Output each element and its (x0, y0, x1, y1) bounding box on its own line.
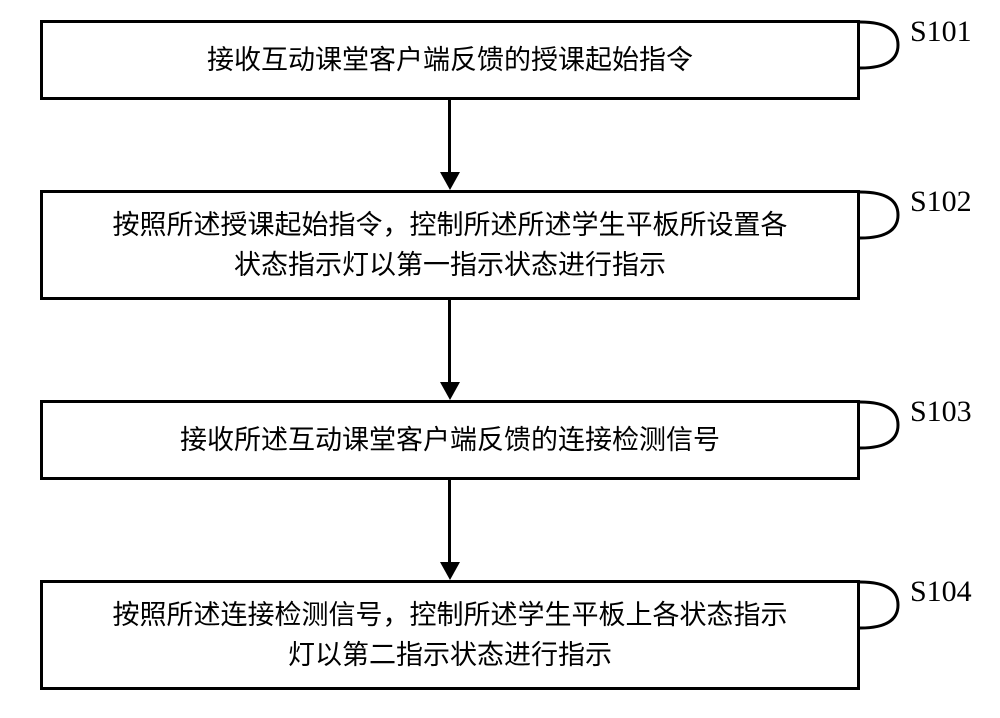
step-text: 按照所述连接检测信号，控制所述学生平板上各状态指示 灯以第二指示状态进行指示 (113, 595, 788, 676)
arrow-line (448, 300, 451, 382)
step-label-s101: S101 (910, 15, 972, 49)
step-box-s101: 接收互动课堂客户端反馈的授课起始指令 (40, 20, 860, 100)
label-connector-s101 (858, 20, 918, 80)
step-box-s104: 按照所述连接检测信号，控制所述学生平板上各状态指示 灯以第二指示状态进行指示 (40, 580, 860, 690)
arrow-line (448, 100, 451, 172)
step-label-s103: S103 (910, 395, 972, 429)
step-text: 接收互动课堂客户端反馈的授课起始指令 (207, 40, 693, 81)
step-text: 接收所述互动课堂客户端反馈的连接检测信号 (180, 420, 720, 461)
label-connector-s103 (858, 400, 918, 460)
step-label-s102: S102 (910, 185, 972, 219)
arrow-head-icon (440, 382, 460, 400)
step-box-s103: 接收所述互动课堂客户端反馈的连接检测信号 (40, 400, 860, 480)
label-connector-s102 (858, 190, 918, 250)
arrow-head-icon (440, 562, 460, 580)
step-label-s104: S104 (910, 575, 972, 609)
step-text: 按照所述授课起始指令，控制所述所述学生平板所设置各 状态指示灯以第一指示状态进行… (113, 205, 788, 286)
flowchart-canvas: 接收互动课堂客户端反馈的授课起始指令 S101 按照所述授课起始指令，控制所述所… (0, 0, 1000, 718)
step-box-s102: 按照所述授课起始指令，控制所述所述学生平板所设置各 状态指示灯以第一指示状态进行… (40, 190, 860, 300)
arrow-line (448, 480, 451, 562)
arrow-head-icon (440, 172, 460, 190)
label-connector-s104 (858, 580, 918, 640)
